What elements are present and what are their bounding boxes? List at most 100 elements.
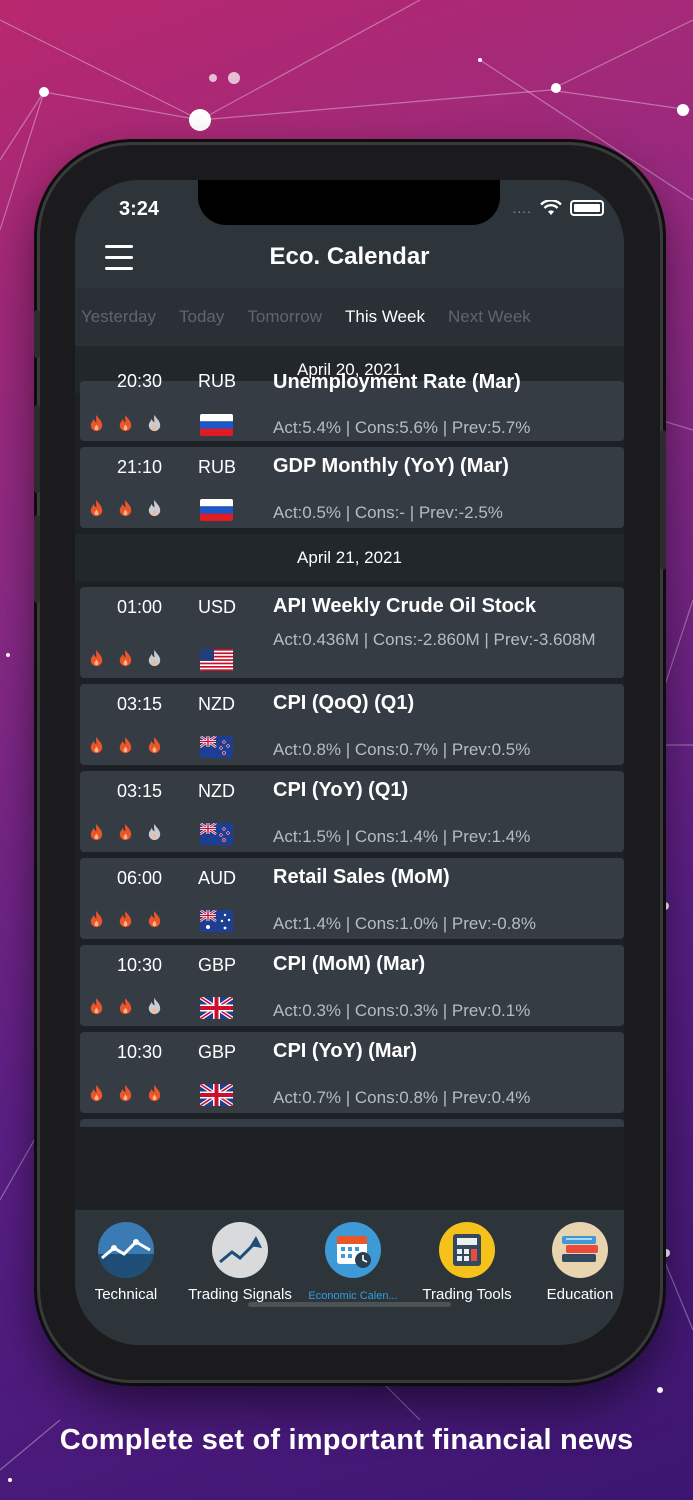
tab-technical[interactable]: Technical bbox=[75, 1222, 186, 1303]
flame-icon bbox=[116, 414, 135, 433]
tab-trading-signals[interactable]: Trading Signals bbox=[180, 1222, 300, 1303]
flag-nz-icon bbox=[200, 736, 233, 758]
impact-flames bbox=[87, 997, 164, 1016]
tab-trading-tools[interactable]: Trading Tools bbox=[407, 1222, 527, 1303]
event-list[interactable]: April 20, 2021 20:30 RUB Unemployment Ra… bbox=[75, 346, 624, 1210]
event-time: 10:30 bbox=[116, 1042, 162, 1062]
next-row-peek bbox=[80, 1119, 624, 1127]
event-row[interactable]: 20:30 RUB Unemployment Rate (Mar) Act:5.… bbox=[80, 371, 624, 441]
event-values: Act:0.8% | Cons:0.7% | Prev:0.5% bbox=[273, 740, 531, 759]
flame-icon bbox=[87, 414, 106, 433]
event-currency: RUB bbox=[198, 371, 237, 391]
event-values: Act:0.3% | Cons:0.3% | Prev:0.1% bbox=[273, 1001, 531, 1020]
event-title: Unemployment Rate (Mar) bbox=[273, 371, 521, 393]
flame-icon bbox=[145, 823, 164, 842]
flame-icon bbox=[116, 499, 135, 518]
event-row[interactable]: 01:00 USD API Weekly Crude Oil Stock Act… bbox=[80, 587, 624, 678]
event-currency: GBP bbox=[198, 955, 237, 975]
flame-icon bbox=[116, 823, 135, 842]
event-time: 06:00 bbox=[116, 868, 162, 888]
flame-icon bbox=[145, 649, 164, 668]
chart-line-icon bbox=[98, 1222, 154, 1278]
tab-technical-label: Technical bbox=[94, 1286, 158, 1303]
flame-icon bbox=[116, 736, 135, 755]
tab-yesterday[interactable]: Yesterday bbox=[81, 307, 156, 326]
event-time: 21:10 bbox=[116, 457, 162, 477]
impact-flames bbox=[87, 414, 164, 433]
flame-icon bbox=[145, 414, 164, 433]
bottom-tab-bar: Technical Trading Signals E bbox=[75, 1210, 624, 1345]
phone-volume-down bbox=[34, 515, 40, 603]
event-currency: USD bbox=[198, 597, 237, 617]
event-values: Act:0.5% | Cons:- | Prev:-2.5% bbox=[273, 503, 503, 522]
event-row[interactable]: 03:15 NZD CPI (QoQ) (Q1) Act:0.8% | Cons… bbox=[80, 684, 624, 765]
tab-education[interactable]: Education bbox=[520, 1222, 624, 1303]
tab-trading-tools-label: Trading Tools bbox=[422, 1286, 512, 1303]
home-indicator[interactable] bbox=[248, 1302, 451, 1307]
trend-arrow-icon bbox=[212, 1222, 268, 1278]
impact-flames bbox=[87, 499, 164, 518]
event-time: 03:15 bbox=[116, 781, 162, 801]
event-row[interactable]: 10:30 GBP CPI (MoM) (Mar) Act:0.3% | Con… bbox=[80, 945, 624, 1026]
event-values: Act:1.5% | Cons:1.4% | Prev:1.4% bbox=[273, 827, 531, 846]
event-time: 01:00 bbox=[116, 597, 162, 617]
tab-economic-calendar[interactable]: Economic Calen... bbox=[293, 1222, 413, 1302]
event-currency: NZD bbox=[198, 694, 235, 714]
event-row[interactable]: 10:30 GBP CPI (YoY) (Mar) Act:0.7% | Con… bbox=[80, 1032, 624, 1113]
flag-ru-icon bbox=[200, 414, 233, 436]
flame-icon bbox=[116, 910, 135, 929]
phone-volume-up bbox=[34, 405, 40, 493]
event-time: 03:15 bbox=[116, 694, 162, 714]
tab-next-week[interactable]: Next Week bbox=[447, 307, 531, 326]
event-row[interactable]: 06:00 AUD Retail Sales (MoM) Act:1.4% | … bbox=[80, 858, 624, 939]
status-icons: .... bbox=[512, 200, 604, 216]
flag-us-icon bbox=[200, 649, 233, 671]
event-time: 10:30 bbox=[116, 955, 162, 975]
flame-icon bbox=[145, 997, 164, 1016]
impact-flames bbox=[87, 736, 164, 755]
battery-icon bbox=[570, 200, 604, 216]
flame-icon bbox=[87, 823, 106, 842]
flame-icon bbox=[87, 736, 106, 755]
event-currency: GBP bbox=[198, 1042, 237, 1062]
event-title: CPI (YoY) (Mar) bbox=[273, 1040, 418, 1062]
calendar-icon bbox=[325, 1222, 381, 1278]
event-time: 20:30 bbox=[116, 371, 162, 391]
hamburger-icon[interactable] bbox=[105, 245, 133, 273]
tab-tomorrow[interactable]: Tomorrow bbox=[247, 307, 322, 326]
app-screen: 3:24 .... Eco. Calendar Yesterday Today … bbox=[75, 180, 624, 1345]
tab-economic-calendar-label: Economic Calen... bbox=[308, 1290, 398, 1302]
nav-bar: Eco. Calendar bbox=[75, 235, 624, 288]
flame-icon bbox=[87, 997, 106, 1016]
flag-gb-icon bbox=[200, 1084, 233, 1106]
phone-side-button bbox=[34, 310, 40, 358]
flame-icon bbox=[145, 499, 164, 518]
calculator-icon bbox=[439, 1222, 495, 1278]
flame-icon bbox=[116, 649, 135, 668]
flame-icon bbox=[145, 736, 164, 755]
event-values: Act:0.7% | Cons:0.8% | Prev:0.4% bbox=[273, 1088, 531, 1107]
event-row[interactable]: 21:10 RUB GDP Monthly (YoY) (Mar) Act:0.… bbox=[80, 447, 624, 528]
flame-icon bbox=[87, 649, 106, 668]
tab-this-week[interactable]: This Week bbox=[344, 307, 425, 326]
flame-icon bbox=[116, 1084, 135, 1103]
flame-icon bbox=[116, 997, 135, 1016]
notch bbox=[198, 180, 500, 225]
tab-today[interactable]: Today bbox=[178, 307, 225, 326]
event-currency: RUB bbox=[198, 457, 237, 477]
flame-icon bbox=[145, 1084, 164, 1103]
event-title: Retail Sales (MoM) bbox=[273, 866, 450, 888]
flame-icon bbox=[87, 1084, 106, 1103]
flag-au-icon bbox=[200, 910, 233, 932]
impact-flames bbox=[87, 649, 164, 668]
event-row[interactable]: 03:15 NZD CPI (YoY) (Q1) Act:1.5% | Cons… bbox=[80, 771, 624, 852]
flame-icon bbox=[87, 910, 106, 929]
flame-icon bbox=[145, 910, 164, 929]
promo-caption: Complete set of important financial news bbox=[59, 1424, 634, 1456]
flag-gb-icon bbox=[200, 997, 233, 1019]
impact-flames bbox=[87, 823, 164, 842]
flag-nz-icon bbox=[200, 823, 233, 845]
event-title: CPI (QoQ) (Q1) bbox=[273, 692, 415, 714]
event-title: API Weekly Crude Oil Stock bbox=[273, 595, 537, 617]
